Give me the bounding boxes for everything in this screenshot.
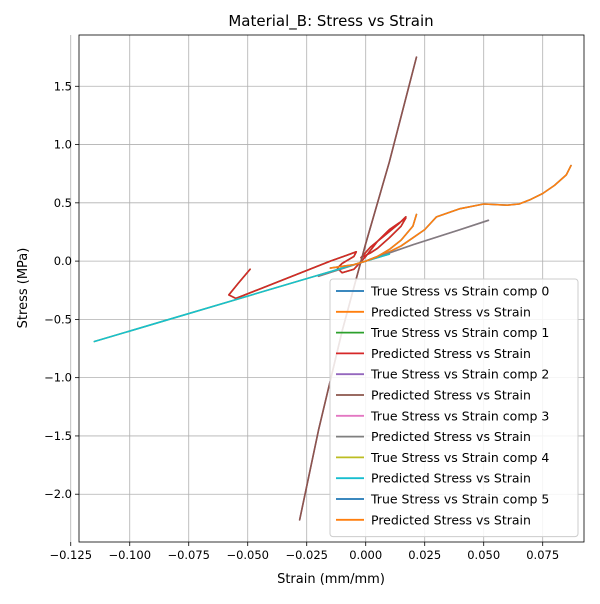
y-tick-label: 1.0 (54, 138, 72, 152)
legend-label: True Stress vs Strain comp 3 (370, 408, 549, 423)
x-tick-label: −0.125 (49, 548, 92, 562)
legend-label: Predicted Stress vs Strain (371, 304, 531, 319)
y-tick-label: 1.5 (54, 79, 72, 93)
legend-label: Predicted Stress vs Strain (371, 388, 531, 403)
legend-label: Predicted Stress vs Strain (371, 429, 531, 444)
x-tick-label: −0.075 (167, 548, 210, 562)
axes-frame (78, 34, 585, 543)
legend-label: True Stress vs Strain comp 1 (370, 325, 549, 340)
x-axis-label: Strain (mm/mm) (277, 572, 385, 587)
legend-label: Predicted Stress vs Strain (371, 512, 531, 527)
series-line-1 (364, 164, 572, 262)
chart-title: Material_B: Stress vs Strain (228, 12, 433, 31)
x-tick-label: 0.000 (349, 548, 382, 562)
y-axis-ticks: −2.0 −1.5 −1.0 −0.5 0.0 0.5 1.0 1.5 (44, 79, 79, 501)
x-tick-label: −0.050 (226, 548, 269, 562)
series-line-3 (228, 216, 407, 300)
legend-label: Predicted Stress vs Strain (371, 471, 531, 486)
x-axis-ticks: −0.125 −0.100 −0.075 −0.050 −0.025 0.000 0.025… (49, 542, 559, 562)
x-tick-label: 0.025 (408, 548, 441, 562)
x-tick-label: −0.100 (108, 548, 151, 562)
y-tick-label: −1.5 (44, 429, 72, 443)
y-tick-label: −1.0 (44, 371, 72, 385)
y-tick-label: −0.5 (44, 312, 72, 326)
x-tick-label: 0.075 (526, 548, 559, 562)
y-tick-label: −2.0 (44, 487, 72, 501)
x-tick-label: −0.025 (285, 548, 328, 562)
x-tick-label: 0.050 (467, 548, 500, 562)
legend-label: True Stress vs Strain comp 4 (370, 450, 549, 465)
legend-label: True Stress vs Strain comp 0 (370, 284, 549, 299)
y-tick-label: 0.0 (54, 254, 72, 268)
series-line-11 (329, 213, 418, 269)
legend-label: True Stress vs Strain comp 2 (370, 367, 549, 382)
legend-label: True Stress vs Strain comp 5 (370, 492, 549, 507)
legend-box (329, 278, 579, 538)
y-tick-label: 0.5 (54, 196, 72, 210)
y-axis-label: Stress (MPa) (16, 248, 31, 329)
legend: True Stress vs Strain comp 0 Predicted St… (329, 278, 579, 538)
legend-label: Predicted Stress vs Strain (371, 346, 531, 361)
